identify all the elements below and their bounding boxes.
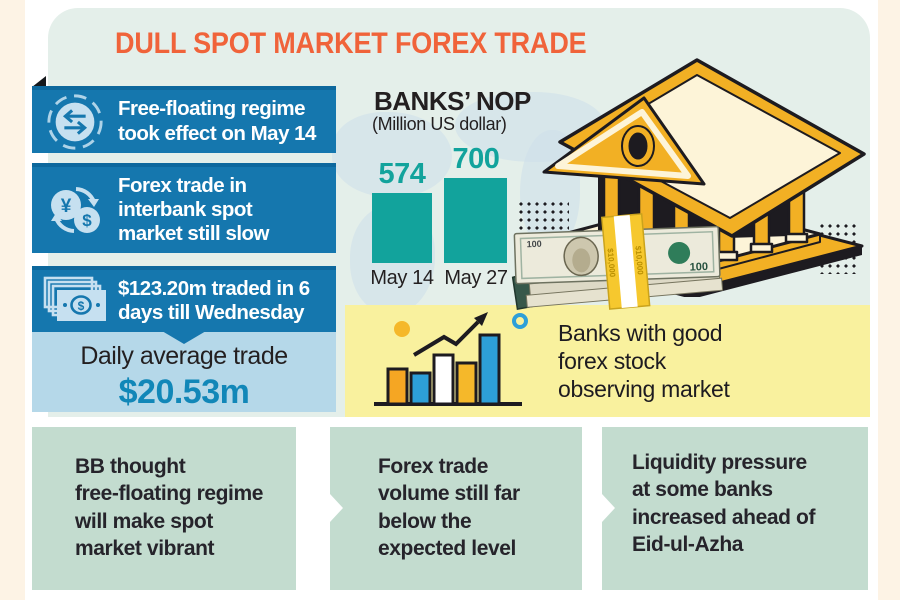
bar-value-may27: 700	[452, 143, 500, 175]
chart-subtitle: (Million US dollar)	[372, 114, 507, 134]
callout-text: Banks with good forex stock observing ma…	[558, 319, 730, 403]
takeaway-panel-1: BB thought free-floating regime will mak…	[32, 427, 296, 590]
takeaway-panel-2: Forex trade volume still far below the e…	[330, 427, 582, 590]
ribbon-fold	[32, 76, 46, 87]
transfer-arrows-icon	[32, 92, 118, 152]
daily-average-value: $20.53m	[118, 373, 250, 411]
arrow-right-icon	[602, 494, 615, 522]
svg-text:$: $	[82, 211, 92, 230]
fact-interbank-spot: ¥ $ Forex trade in interbank spot market…	[32, 163, 336, 253]
daily-average-box: Daily average trade $20.53m	[32, 332, 336, 412]
takeaway-text: Forex trade volume still far below the e…	[378, 455, 520, 560]
daily-average-label: Daily average trade	[80, 342, 288, 370]
fact-text: Forex trade in interbank spot market sti…	[118, 173, 270, 246]
takeaway-panel-3: Liquidity pressure at some banks increas…	[602, 427, 868, 590]
takeaway-text: Liquidity pressure at some banks increas…	[632, 451, 816, 556]
pointer-down-icon	[162, 331, 206, 344]
growth-chart-icon	[372, 309, 532, 414]
band-label: $10,000	[606, 248, 618, 278]
bill-denomination: 100	[689, 261, 708, 274]
takeaway-text: BB thought free-floating regime will mak…	[75, 455, 264, 560]
right-margin-strip	[878, 0, 900, 600]
bar-label-may14: May 14	[370, 267, 434, 289]
svg-text:¥: ¥	[61, 196, 72, 217]
arrow-right-icon	[330, 494, 343, 522]
bill-denomination: 100	[527, 239, 542, 250]
dollar-bundle-illustration: 100 100 $10,000 $10,000	[511, 213, 724, 310]
left-margin-strip	[0, 0, 25, 600]
fact-free-floating-regime: Free-floating regime took effect on May …	[32, 86, 336, 153]
cash-stack-icon: $	[32, 275, 118, 327]
currency-exchange-icon: ¥ $	[32, 179, 118, 241]
bar-may27	[444, 178, 507, 263]
callout-banks-observing: Banks with good forex stock observing ma…	[345, 305, 870, 417]
band-label: $10,000	[633, 246, 645, 276]
fact-traded-volume: $ $123.20m traded in 6 days till Wednesd…	[32, 266, 336, 332]
bar-label-may27: May 27	[444, 267, 508, 289]
bar-may14	[372, 193, 432, 263]
chart-title: BANKS’ NOP	[374, 86, 531, 116]
infographic-title: DULL SPOT MARKET FOREX TRADE	[115, 27, 587, 60]
fact-text: Free-floating regime took effect on May …	[118, 97, 316, 145]
svg-text:$: $	[78, 299, 85, 313]
bar-value-may14: 574	[378, 158, 426, 190]
fact-text: $123.20m traded in 6 days till Wednesday	[118, 276, 310, 324]
world-map-decoration	[332, 112, 452, 197]
